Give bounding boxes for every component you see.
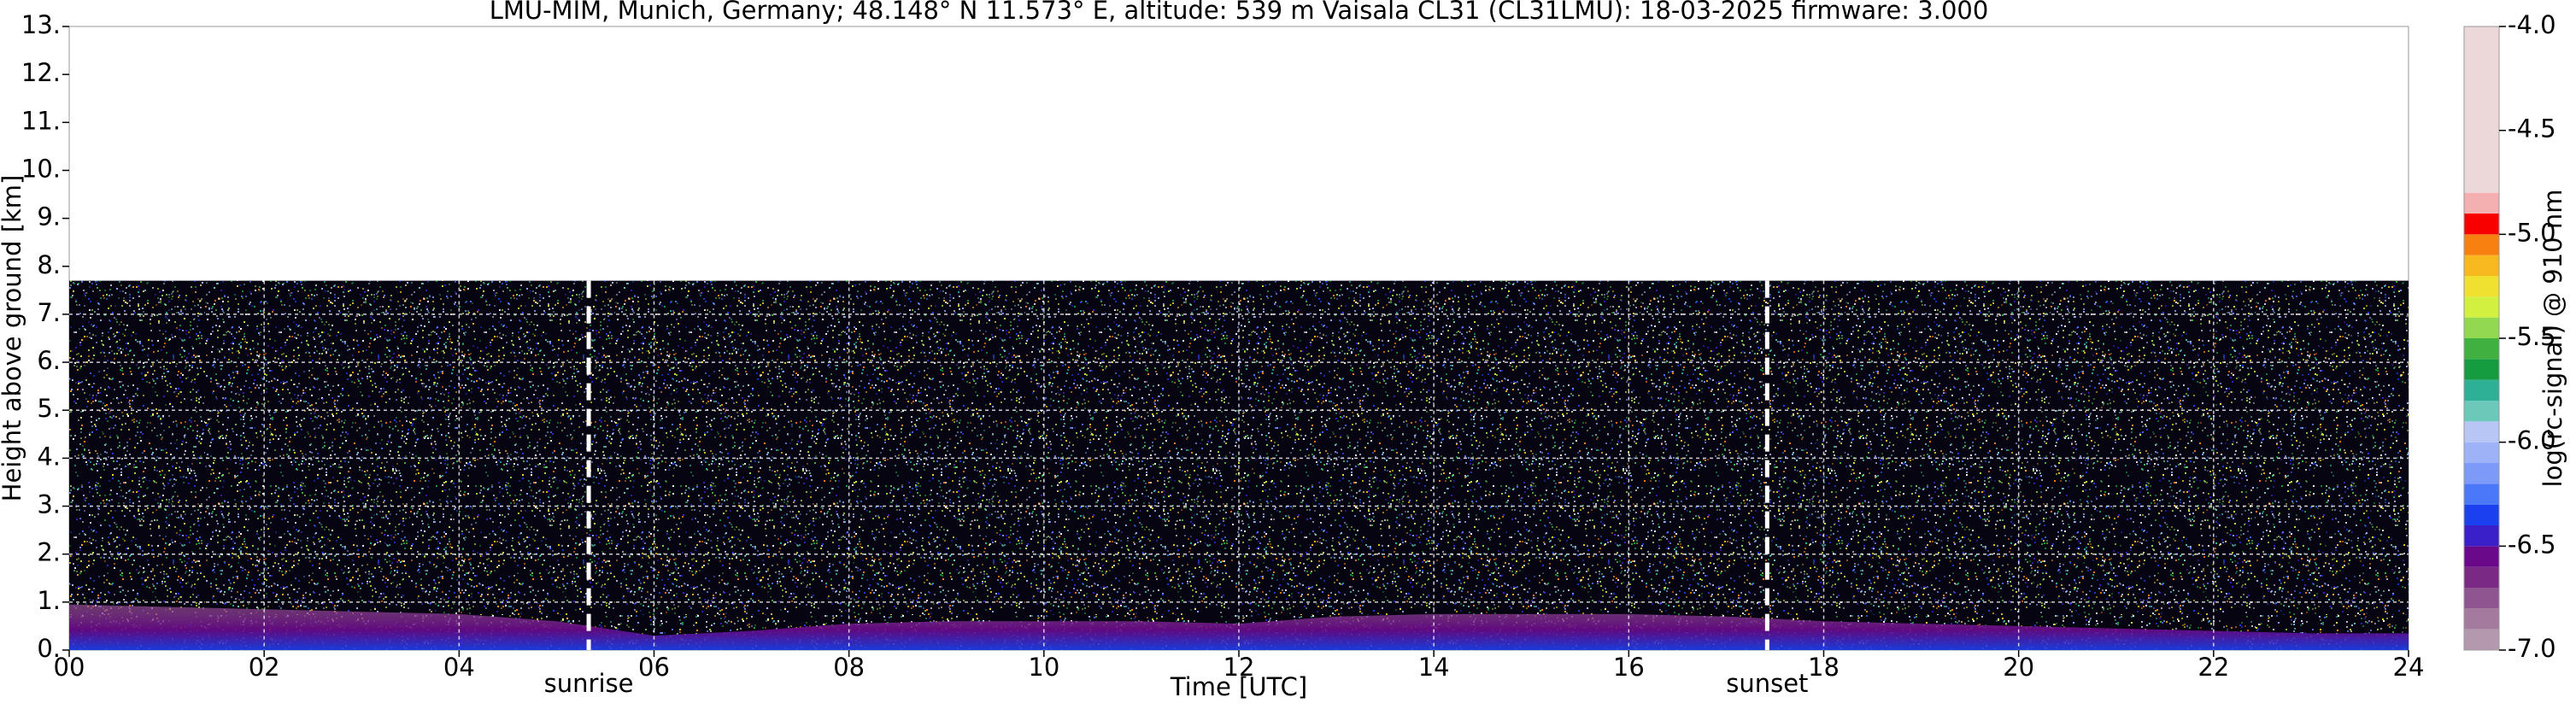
x-tick-label: 24 bbox=[2393, 653, 2425, 682]
colorbar-swatch bbox=[2464, 214, 2499, 235]
colorbar-swatch bbox=[2464, 629, 2499, 650]
colorbar-swatch bbox=[2464, 338, 2499, 360]
x-tick-label: 22 bbox=[2198, 653, 2229, 682]
colorbar-swatch bbox=[2464, 546, 2499, 567]
colorbar-swatch bbox=[2464, 276, 2499, 297]
y-tick-label: 9. bbox=[37, 202, 61, 231]
y-tick-label: 7. bbox=[37, 298, 61, 327]
colorbar-swatch bbox=[2464, 525, 2499, 547]
y-tick-label: 8. bbox=[37, 250, 61, 279]
colorbar-tick-label: -6.5 bbox=[2508, 530, 2556, 559]
y-tick-label: 6. bbox=[37, 346, 61, 375]
colorbar-swatch bbox=[2464, 296, 2499, 318]
y-tick-label: 1. bbox=[37, 586, 61, 615]
colorbar-tick-label: -7.0 bbox=[2508, 634, 2556, 663]
y-tick-label: 2. bbox=[37, 538, 61, 567]
colorbar-tick-label: -4.5 bbox=[2508, 114, 2556, 144]
x-axis-label: Time [UTC] bbox=[1170, 672, 1307, 701]
x-tick-label: 14 bbox=[1418, 653, 1450, 682]
colorbar-swatch bbox=[2464, 421, 2499, 442]
y-tick-label: 11. bbox=[21, 106, 61, 135]
x-tick-label: 18 bbox=[1808, 653, 1840, 682]
y-tick-label: 4. bbox=[37, 442, 61, 471]
chart-title: LMU-MIM, Munich, Germany; 48.148° N 11.5… bbox=[490, 0, 1989, 25]
colorbar-tick-label: -4.0 bbox=[2508, 10, 2556, 39]
x-tick-label: 10 bbox=[1028, 653, 1059, 682]
x-tick-label: 08 bbox=[833, 653, 865, 682]
colorbar-swatch bbox=[2464, 379, 2499, 401]
x-tick-label: 16 bbox=[1613, 653, 1645, 682]
x-tick-label: 06 bbox=[638, 653, 670, 682]
colorbar-swatch bbox=[2464, 504, 2499, 525]
x-tick-label: 02 bbox=[249, 653, 280, 682]
colorbar-swatch bbox=[2464, 588, 2499, 609]
colorbar-tick-label: -5.0 bbox=[2508, 218, 2556, 247]
colorbar-swatch bbox=[2464, 566, 2499, 588]
y-tick-label: 5. bbox=[37, 394, 61, 423]
event-label: sunset bbox=[1726, 669, 1808, 698]
y-tick-label: 12. bbox=[21, 58, 61, 87]
x-tick-label: 20 bbox=[2003, 653, 2034, 682]
x-tick-label: 12 bbox=[1223, 653, 1255, 682]
colorbar-label: log(rc-signal) @ 910 nm bbox=[2538, 190, 2567, 488]
event-label: sunrise bbox=[544, 669, 634, 698]
colorbar-swatch bbox=[2464, 442, 2499, 463]
y-tick-label: 10. bbox=[21, 154, 61, 183]
x-tick-label: 04 bbox=[443, 653, 475, 682]
colorbar-swatch bbox=[2464, 359, 2499, 380]
y-tick-label: 3. bbox=[37, 490, 61, 519]
y-tick-label: 0. bbox=[37, 634, 61, 663]
y-tick-label: 13. bbox=[21, 10, 61, 39]
colorbar-swatch bbox=[2464, 401, 2499, 422]
colorbar-tick-label: -6.0 bbox=[2508, 426, 2556, 455]
colorbar-swatch bbox=[2464, 608, 2499, 630]
colorbar-swatch bbox=[2464, 463, 2499, 484]
colorbar-swatch bbox=[2464, 192, 2499, 214]
colorbar-swatch bbox=[2464, 234, 2499, 255]
colorbar-swatch bbox=[2464, 483, 2499, 505]
colorbar-tick-label: -5.5 bbox=[2508, 322, 2556, 351]
colorbar-swatch bbox=[2464, 26, 2499, 193]
y-axis-label: Height above ground [km] bbox=[0, 175, 26, 502]
colorbar-swatch bbox=[2464, 255, 2499, 276]
colorbar-swatch bbox=[2464, 317, 2499, 338]
x-tick-label: 00 bbox=[54, 653, 85, 682]
